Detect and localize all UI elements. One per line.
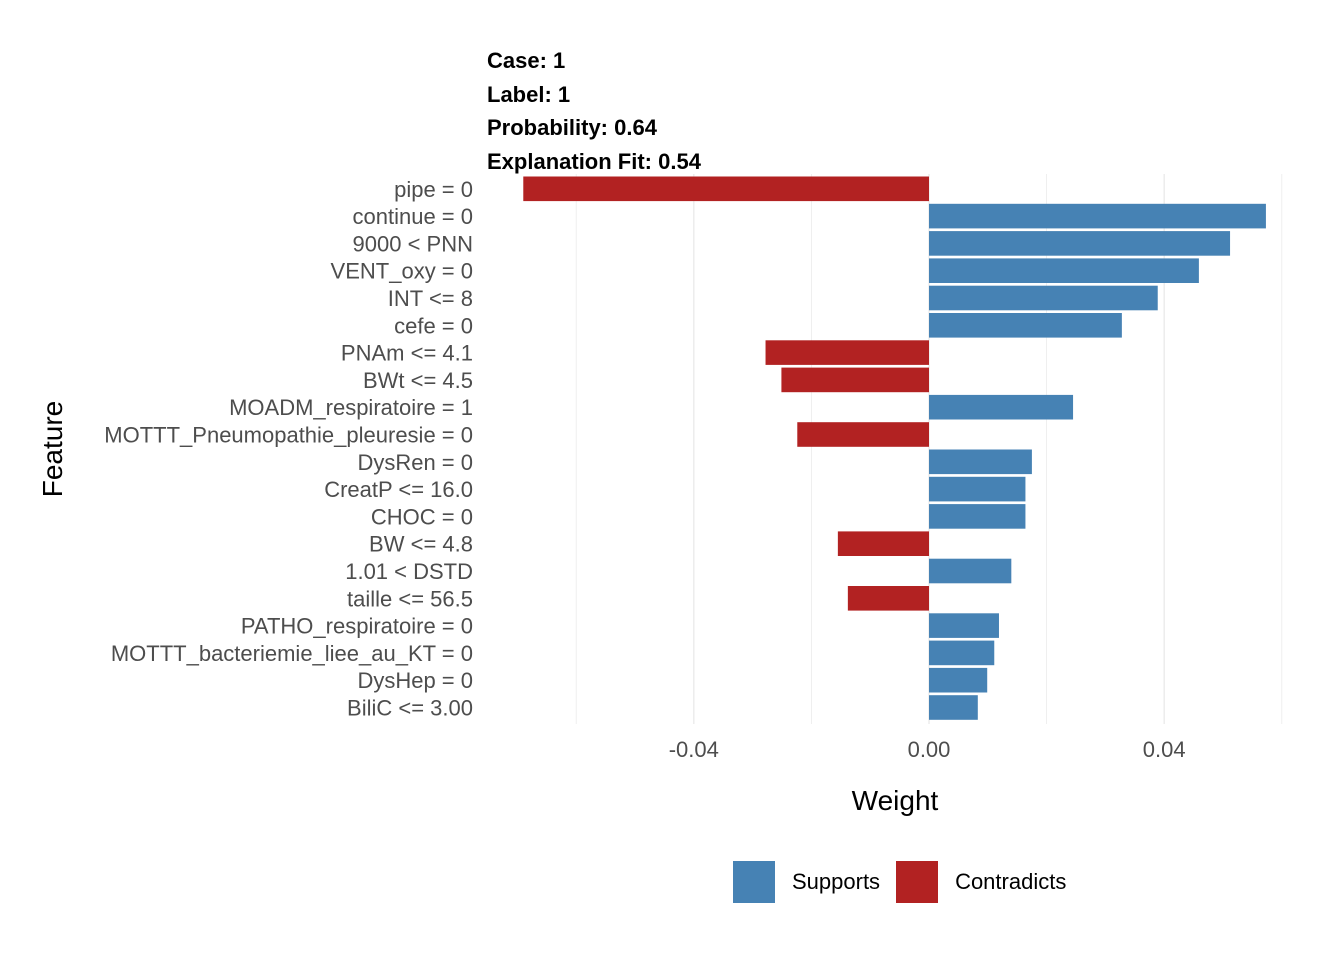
- bar-contradicts: [847, 586, 929, 611]
- bar-supports: [929, 203, 1266, 229]
- feature-label: MOTTT_bacteriemie_liee_au_KT = 0: [111, 641, 473, 666]
- feature-label: taille <= 56.5: [347, 586, 473, 611]
- legend: Supports Contradicts: [733, 861, 1082, 903]
- x-tick-label: 0.04: [1143, 737, 1186, 762]
- feature-label: cefe = 0: [394, 313, 473, 338]
- bar-supports: [929, 504, 1026, 529]
- feature-label: PNAm <= 4.1: [341, 341, 473, 366]
- bar-contradicts: [765, 340, 929, 365]
- bar-contradicts: [837, 531, 929, 556]
- feature-label: CHOC = 0: [371, 504, 473, 529]
- bar-supports: [929, 449, 1032, 475]
- supports-label: Supports: [792, 869, 881, 894]
- bar-supports: [929, 313, 1122, 338]
- feature-label: DysRen = 0: [357, 450, 473, 475]
- x-tick-label: 0.00: [908, 737, 951, 762]
- bar-contradicts: [523, 176, 929, 202]
- x-tick-labels: -0.04 0.00 0.04: [669, 737, 1186, 762]
- feature-label: INT <= 8: [388, 286, 473, 311]
- grid-lines: [575, 174, 1283, 724]
- bar-supports: [929, 285, 1158, 311]
- y-axis-title: Feature: [37, 401, 68, 498]
- case-title: Case: 1: [487, 48, 566, 73]
- feature-label: MOADM_respiratoire = 1: [229, 395, 473, 420]
- bar-supports: [929, 258, 1199, 283]
- feature-label: continue = 0: [353, 204, 473, 229]
- chart-header: Case: 1 Label: 1 Probability: 0.64 Expla…: [487, 44, 701, 179]
- feature-label: BW <= 4.8: [369, 532, 473, 557]
- feature-label: pipe = 0: [394, 177, 473, 202]
- feature-label: MOTTT_Pneumopathie_pleuresie = 0: [104, 423, 473, 448]
- bar-contradicts: [797, 422, 929, 447]
- x-axis-title: Weight: [852, 785, 939, 816]
- feature-label: BiliC <= 3.00: [347, 696, 473, 721]
- feature-label: VENT_oxy = 0: [331, 259, 473, 284]
- bars: [523, 176, 1266, 720]
- feature-label: DysHep = 0: [357, 668, 473, 693]
- label-title: Label: 1: [487, 81, 571, 107]
- feature-label: BWt <= 4.5: [363, 368, 473, 393]
- legend-item-contradicts: Contradicts: [896, 861, 1066, 903]
- probability-title: Probability: 0.64: [487, 115, 657, 141]
- bar-supports: [929, 231, 1231, 256]
- feature-label: CreatP <= 16.0: [324, 477, 473, 502]
- contradicts-label: Contradicts: [955, 869, 1067, 894]
- contradicts-swatch: [896, 861, 939, 903]
- bar-supports: [929, 476, 1026, 502]
- x-tick-label: -0.04: [669, 737, 719, 762]
- legend-item-supports: Supports: [733, 861, 880, 903]
- feature-label: 9000 < PNN: [353, 231, 473, 256]
- bar-supports: [929, 695, 978, 720]
- bar-supports: [929, 558, 1012, 584]
- bar-supports: [929, 394, 1074, 420]
- feature-label: 1.01 < DSTD: [345, 559, 473, 584]
- bar-contradicts: [781, 367, 929, 393]
- explanation-fit-title: Explanation Fit: 0.54: [487, 149, 701, 175]
- bar-supports: [929, 640, 995, 666]
- bar-supports: [929, 613, 999, 638]
- bar-supports: [929, 667, 988, 693]
- supports-swatch: [733, 861, 775, 903]
- feature-label: PATHO_respiratoire = 0: [241, 614, 473, 639]
